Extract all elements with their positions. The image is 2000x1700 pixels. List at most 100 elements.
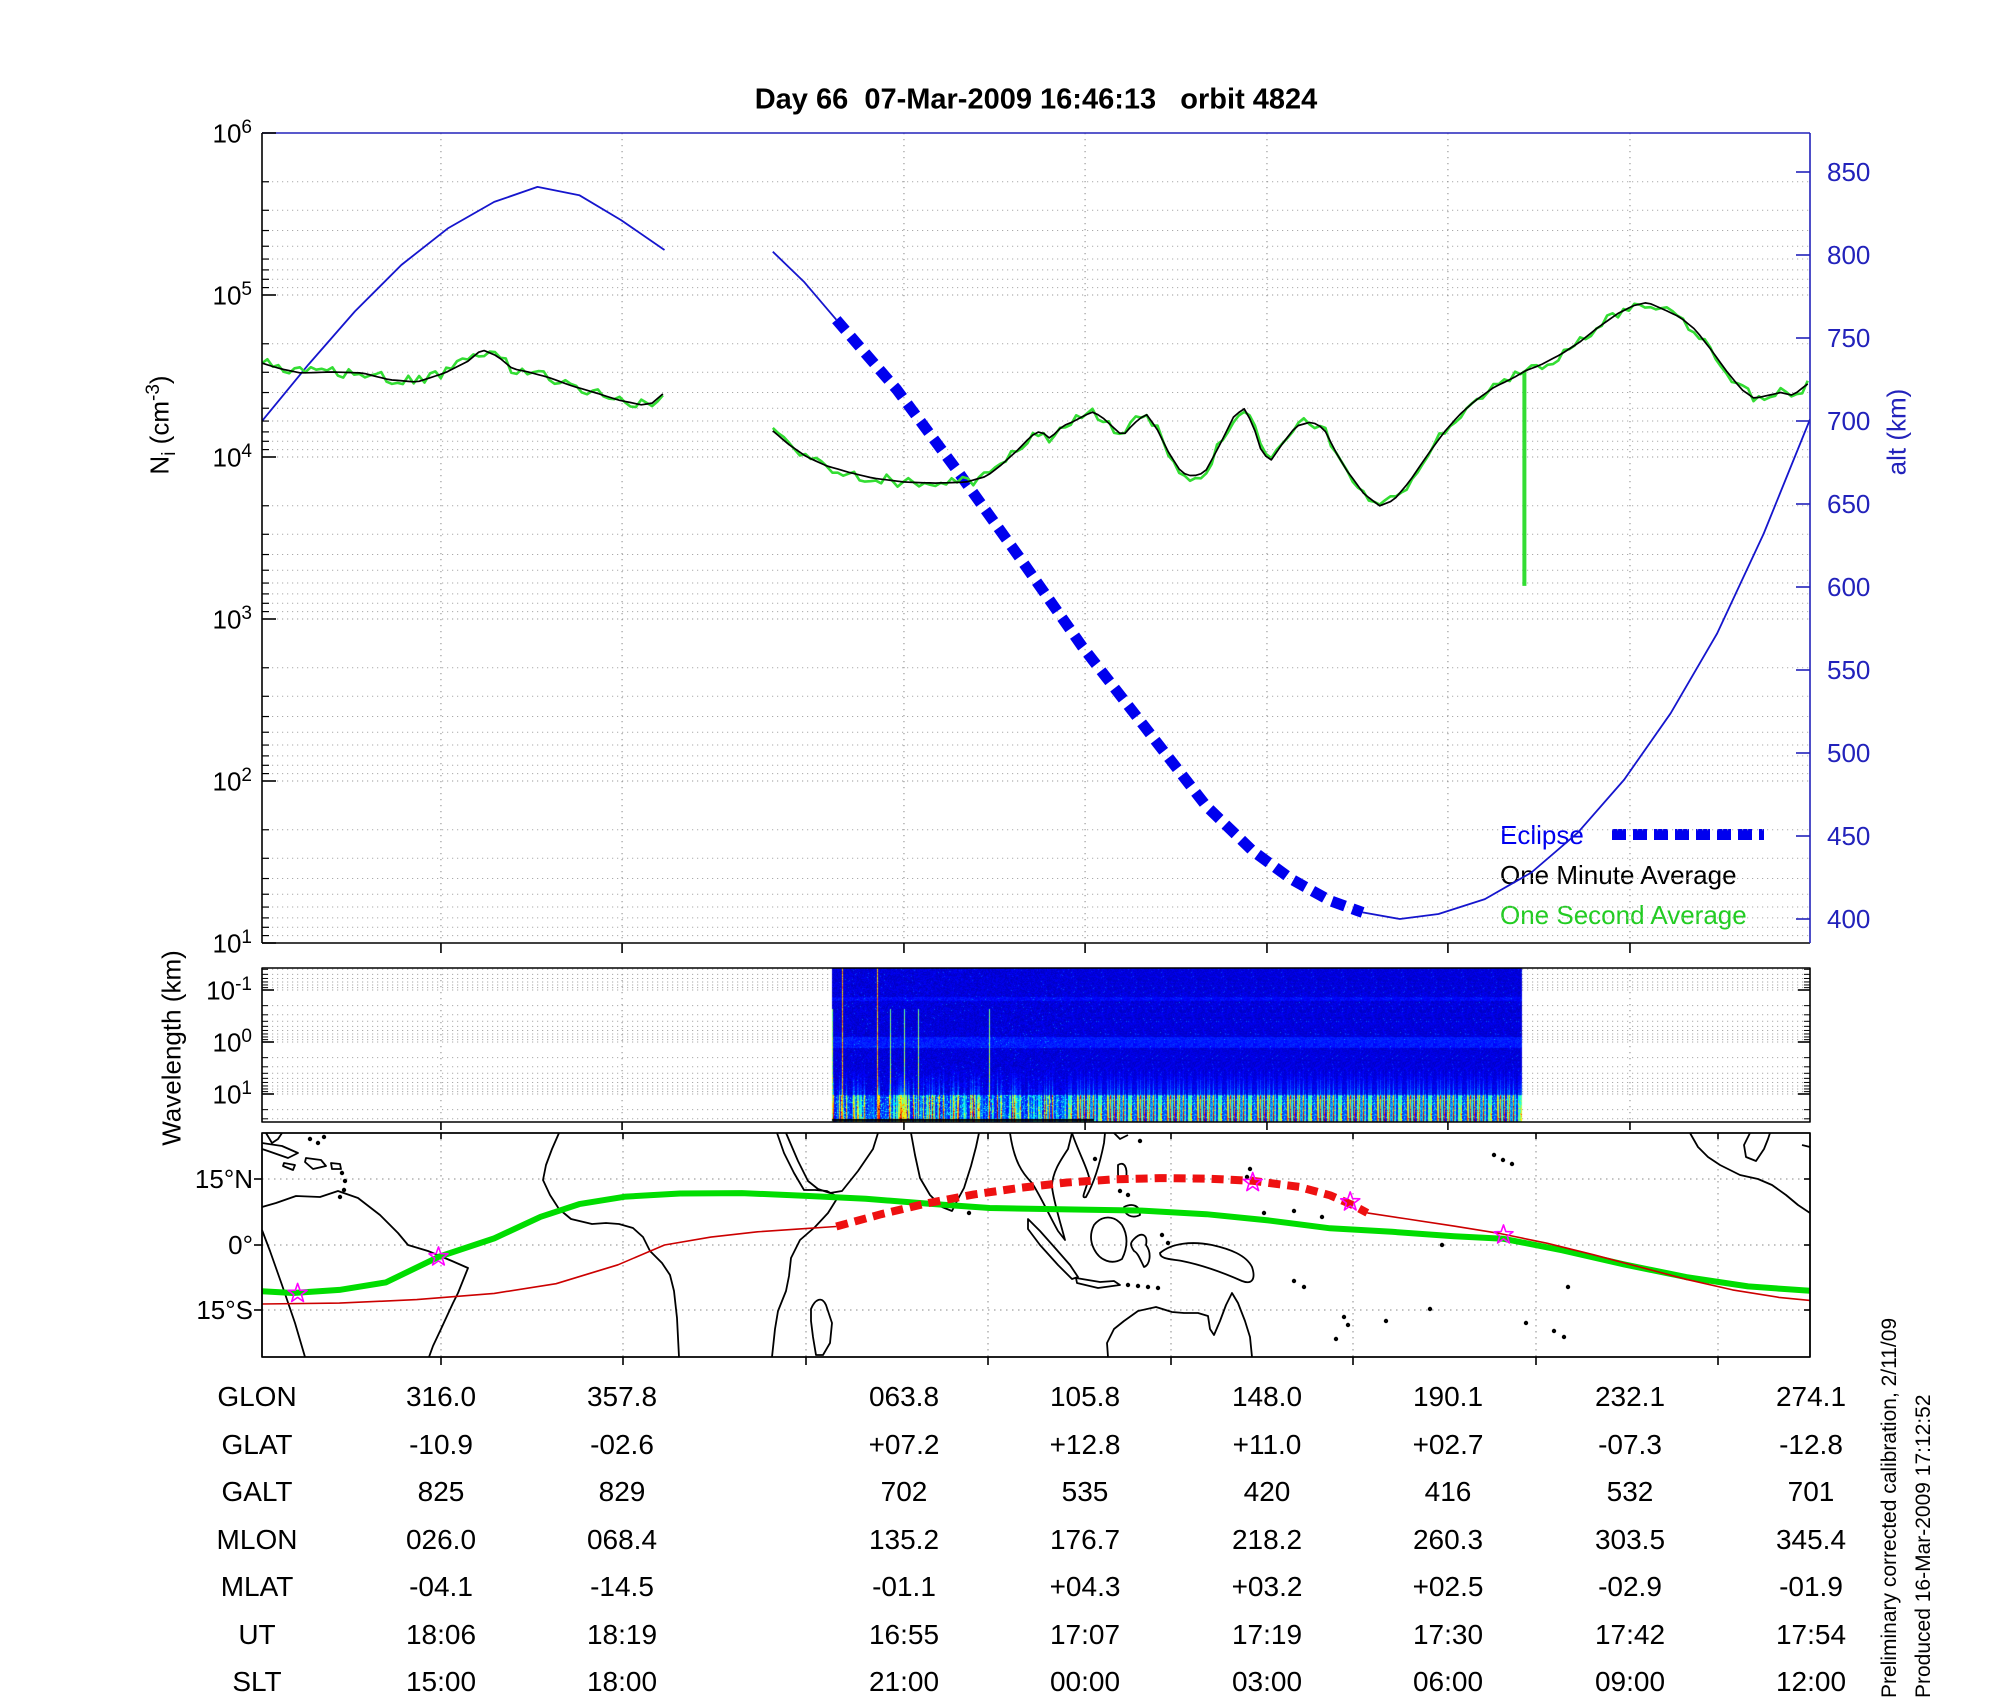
- plot-path: [261, 1190, 469, 1358]
- table-cell: 190.1: [1412, 1381, 1484, 1412]
- island-dot: [1491, 1152, 1497, 1158]
- density-tick-label: 101: [212, 927, 253, 959]
- plot-path: [542, 1132, 680, 1358]
- plot-path: [810, 1298, 833, 1356]
- altitude-tick-label: 750: [1827, 323, 1871, 353]
- table-cell: 17:54: [1775, 1618, 1847, 1650]
- table-cell: 416: [1424, 1476, 1472, 1507]
- island-dot: [341, 1187, 347, 1193]
- table-cell: 218.2: [1231, 1523, 1303, 1555]
- plot-path: [910, 1132, 980, 1212]
- plot-path: [835, 1174, 1370, 1231]
- calibration-note: Preliminary corrected calibration, 2/11/…: [1878, 1317, 1901, 1698]
- density-tick-label: 105: [212, 279, 253, 311]
- plot-path: [1027, 1218, 1079, 1280]
- density-tick-label: 104: [212, 441, 253, 473]
- island-dot: [339, 1170, 345, 1176]
- table-cell: 532: [1606, 1476, 1654, 1507]
- altitude-tick-label: 450: [1827, 821, 1871, 851]
- plot-path: [262, 186, 666, 422]
- table-cell: +11.0: [1232, 1428, 1302, 1460]
- altitude-axis-label: alt (km): [1881, 388, 1912, 476]
- island-dot: [1291, 1278, 1297, 1284]
- table-cell: 00:00: [1049, 1666, 1121, 1697]
- table-cell: 829: [598, 1476, 646, 1507]
- table-cell: 18:06: [405, 1618, 477, 1650]
- map-lat-label: 15°S: [196, 1295, 253, 1325]
- island-dot: [1155, 1285, 1161, 1291]
- table-cell: -07.3: [1598, 1428, 1662, 1460]
- plot-path: [1106, 1292, 1253, 1358]
- table-cell: 535: [1061, 1476, 1109, 1507]
- table-cell: 825: [417, 1476, 465, 1507]
- island-dot: [337, 1194, 343, 1200]
- plot-path: [261, 1229, 306, 1358]
- table-cell: 260.3: [1412, 1523, 1484, 1555]
- island-dot: [1565, 1284, 1571, 1290]
- plot-path: [771, 1132, 839, 1358]
- table-cell: -01.1: [872, 1571, 936, 1602]
- plot-path: [282, 1162, 296, 1171]
- island-dot: [1341, 1314, 1347, 1320]
- plot-path: [262, 350, 664, 409]
- plot-path: [261, 1190, 1811, 1296]
- altitude-tick-label: 400: [1827, 904, 1871, 934]
- legend-eclipse-dash-marker: [1612, 829, 1764, 840]
- island-dot: [1345, 1322, 1351, 1328]
- table-cell: -14.5: [590, 1571, 654, 1602]
- plot-path: [1362, 418, 1810, 920]
- table-cell: 18:00: [586, 1666, 658, 1697]
- table-cell: +07.2: [868, 1428, 940, 1460]
- island-dot: [1561, 1334, 1567, 1340]
- table-row-label: MLON: [216, 1523, 298, 1555]
- density-tick-label: 102: [212, 765, 253, 797]
- plot-path: [287, 1282, 308, 1303]
- altitude-tick-label: 650: [1827, 489, 1871, 519]
- table-cell: 18:19: [586, 1618, 658, 1650]
- plot-path: [785, 1132, 879, 1194]
- altitude-tick-label: 550: [1827, 655, 1871, 685]
- table-row-label: GLON: [217, 1381, 297, 1412]
- legend-label-one-second: One Second Average: [1500, 900, 1747, 930]
- island-dot: [1523, 1320, 1529, 1326]
- island-dot: [1125, 1282, 1131, 1288]
- spectrogram-frame-svg: [261, 967, 1811, 1130]
- plot-path: [1367, 1212, 1811, 1302]
- table-cell: 316.0: [405, 1381, 477, 1412]
- table-cell: 303.5: [1594, 1523, 1666, 1555]
- island-dot: [1125, 1192, 1131, 1198]
- table-cell: -04.1: [409, 1571, 473, 1602]
- plot-path: [261, 1142, 299, 1159]
- plot-path: [265, 1132, 283, 1144]
- table-cell: 701: [1787, 1476, 1835, 1507]
- map-svg: [254, 1132, 1811, 1365]
- table-cell: 148.0: [1231, 1381, 1303, 1412]
- wavelength-tick-label: 100: [212, 1026, 253, 1058]
- table-row-label: SLT: [232, 1666, 282, 1697]
- island-dot: [1137, 1138, 1143, 1144]
- table-cell: 21:00: [868, 1666, 940, 1697]
- plot-path: [1743, 1132, 1771, 1162]
- island-dot: [966, 1210, 972, 1216]
- plot-path: [772, 251, 837, 321]
- plot-path: [1493, 1224, 1514, 1244]
- table-cell: -10.9: [409, 1428, 473, 1460]
- plot-path: [1689, 1132, 1811, 1214]
- table-cell: +04.3: [1049, 1571, 1121, 1602]
- island-dot: [1135, 1283, 1141, 1289]
- island-dot: [342, 1178, 348, 1184]
- table-cell: 09:00: [1594, 1666, 1666, 1697]
- table-cell: 06:00: [1412, 1666, 1484, 1697]
- island-dot: [1551, 1328, 1557, 1334]
- table-cell: 063.8: [868, 1381, 940, 1412]
- table-cell: 345.4: [1775, 1523, 1847, 1555]
- table-cell: 17:30: [1412, 1618, 1484, 1650]
- island-dot: [1301, 1284, 1307, 1290]
- island-dot: [1509, 1161, 1515, 1167]
- plot-path: [262, 349, 664, 406]
- island-dot: [1092, 1156, 1098, 1162]
- table-cell: 026.0: [405, 1523, 477, 1555]
- altitude-tick-label: 600: [1827, 572, 1871, 602]
- island-dot: [1117, 1188, 1123, 1194]
- table-cell: 357.8: [586, 1381, 658, 1412]
